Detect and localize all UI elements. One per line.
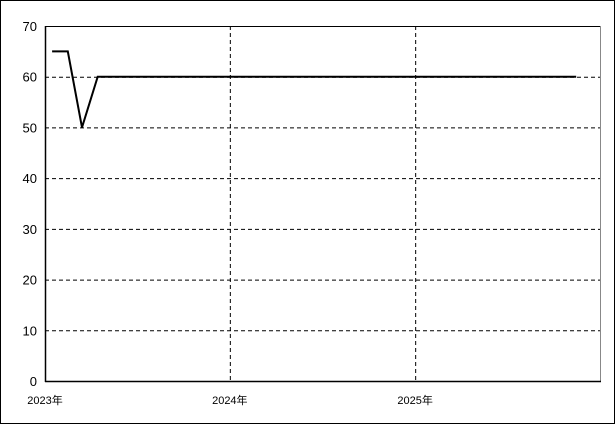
y-tick-label: 20 bbox=[23, 273, 37, 288]
x-tick-label: 2024年 bbox=[212, 393, 247, 407]
y-tick-label: 50 bbox=[23, 120, 37, 135]
y-tick-label: 60 bbox=[23, 70, 37, 85]
y-tick-label: 10 bbox=[23, 323, 37, 338]
x-tick-label: 2025年 bbox=[397, 393, 432, 407]
y-tick-label: 40 bbox=[23, 171, 37, 186]
x-tick-label: 2023年 bbox=[27, 393, 62, 407]
series-line bbox=[52, 50, 577, 128]
y-tick-label: 0 bbox=[30, 374, 37, 389]
y-tick-label: 70 bbox=[23, 19, 37, 34]
y-tick-label: 30 bbox=[23, 222, 37, 237]
